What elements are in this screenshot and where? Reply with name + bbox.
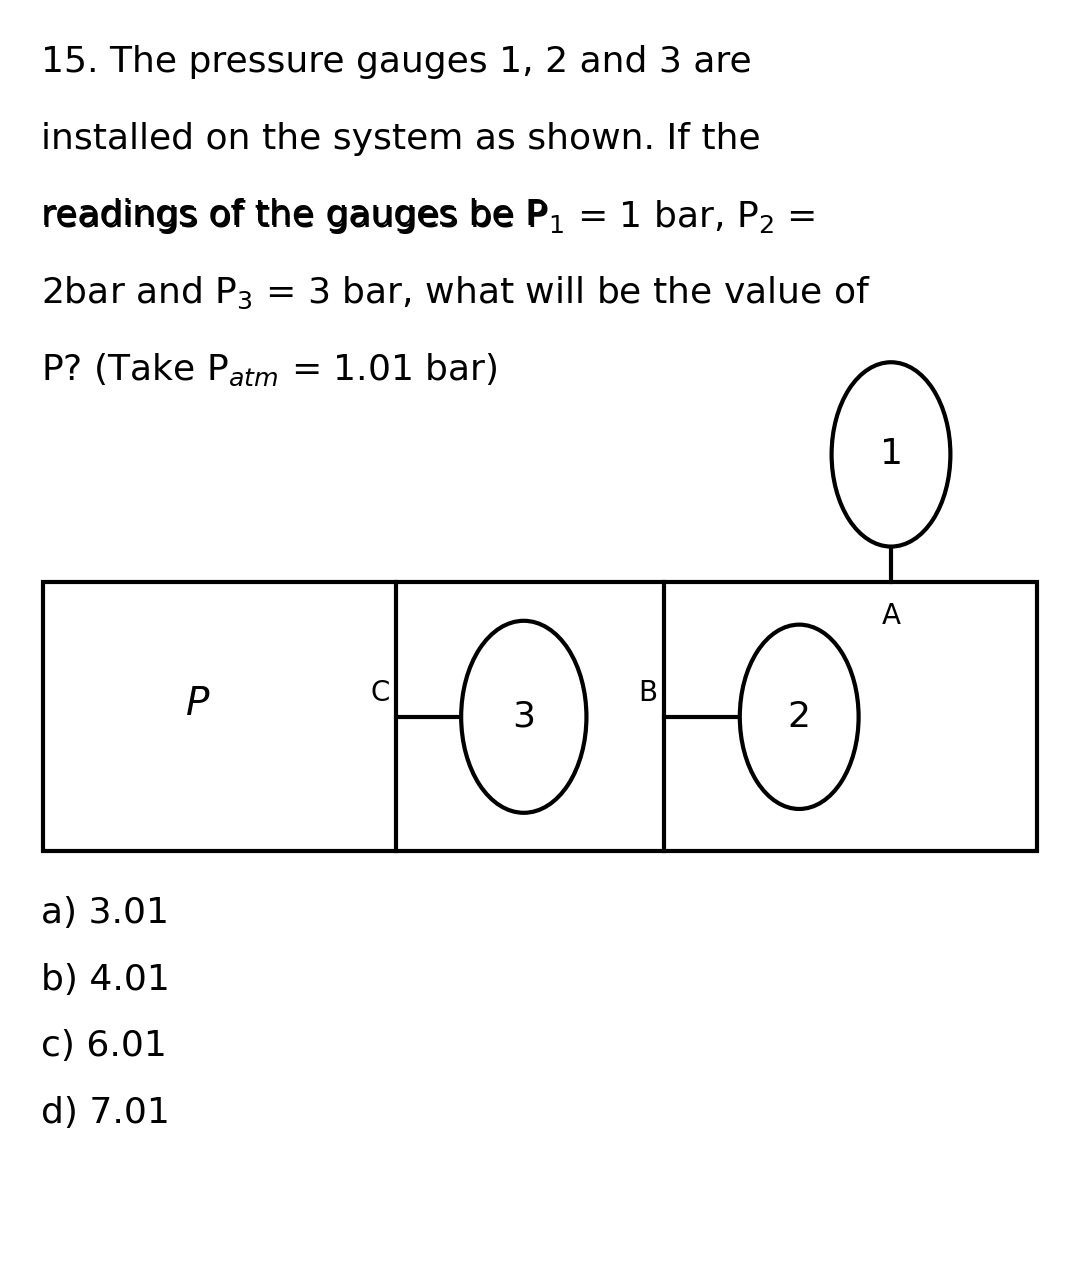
Text: c) 6.01: c) 6.01 [41,1029,167,1064]
Ellipse shape [740,625,859,809]
Text: P: P [186,685,210,723]
Text: d) 7.01: d) 7.01 [41,1096,170,1130]
Text: P? (Take P$_{atm}$ = 1.01 bar): P? (Take P$_{atm}$ = 1.01 bar) [41,352,498,388]
FancyBboxPatch shape [43,582,1037,851]
Text: 15. The pressure gauges 1, 2 and 3 are: 15. The pressure gauges 1, 2 and 3 are [41,45,752,79]
Text: a) 3.01: a) 3.01 [41,896,170,931]
Text: B: B [638,678,658,707]
Ellipse shape [461,621,586,813]
Text: 2: 2 [787,700,811,733]
Text: installed on the system as shown. If the: installed on the system as shown. If the [41,122,760,156]
Text: 2bar and P$_{3}$ = 3 bar, what will be the value of: 2bar and P$_{3}$ = 3 bar, what will be t… [41,275,872,311]
Text: 3: 3 [512,700,536,733]
Text: 1: 1 [879,438,903,471]
Text: readings of the gauges be P$_{1}$ = 1 bar, P$_{2}$ =: readings of the gauges be P$_{1}$ = 1 ba… [41,198,815,237]
Ellipse shape [832,362,950,547]
Text: C: C [370,678,390,707]
Text: b) 4.01: b) 4.01 [41,963,170,997]
Text: A: A [881,602,901,630]
Text: readings of the gauges be P: readings of the gauges be P [41,198,546,233]
